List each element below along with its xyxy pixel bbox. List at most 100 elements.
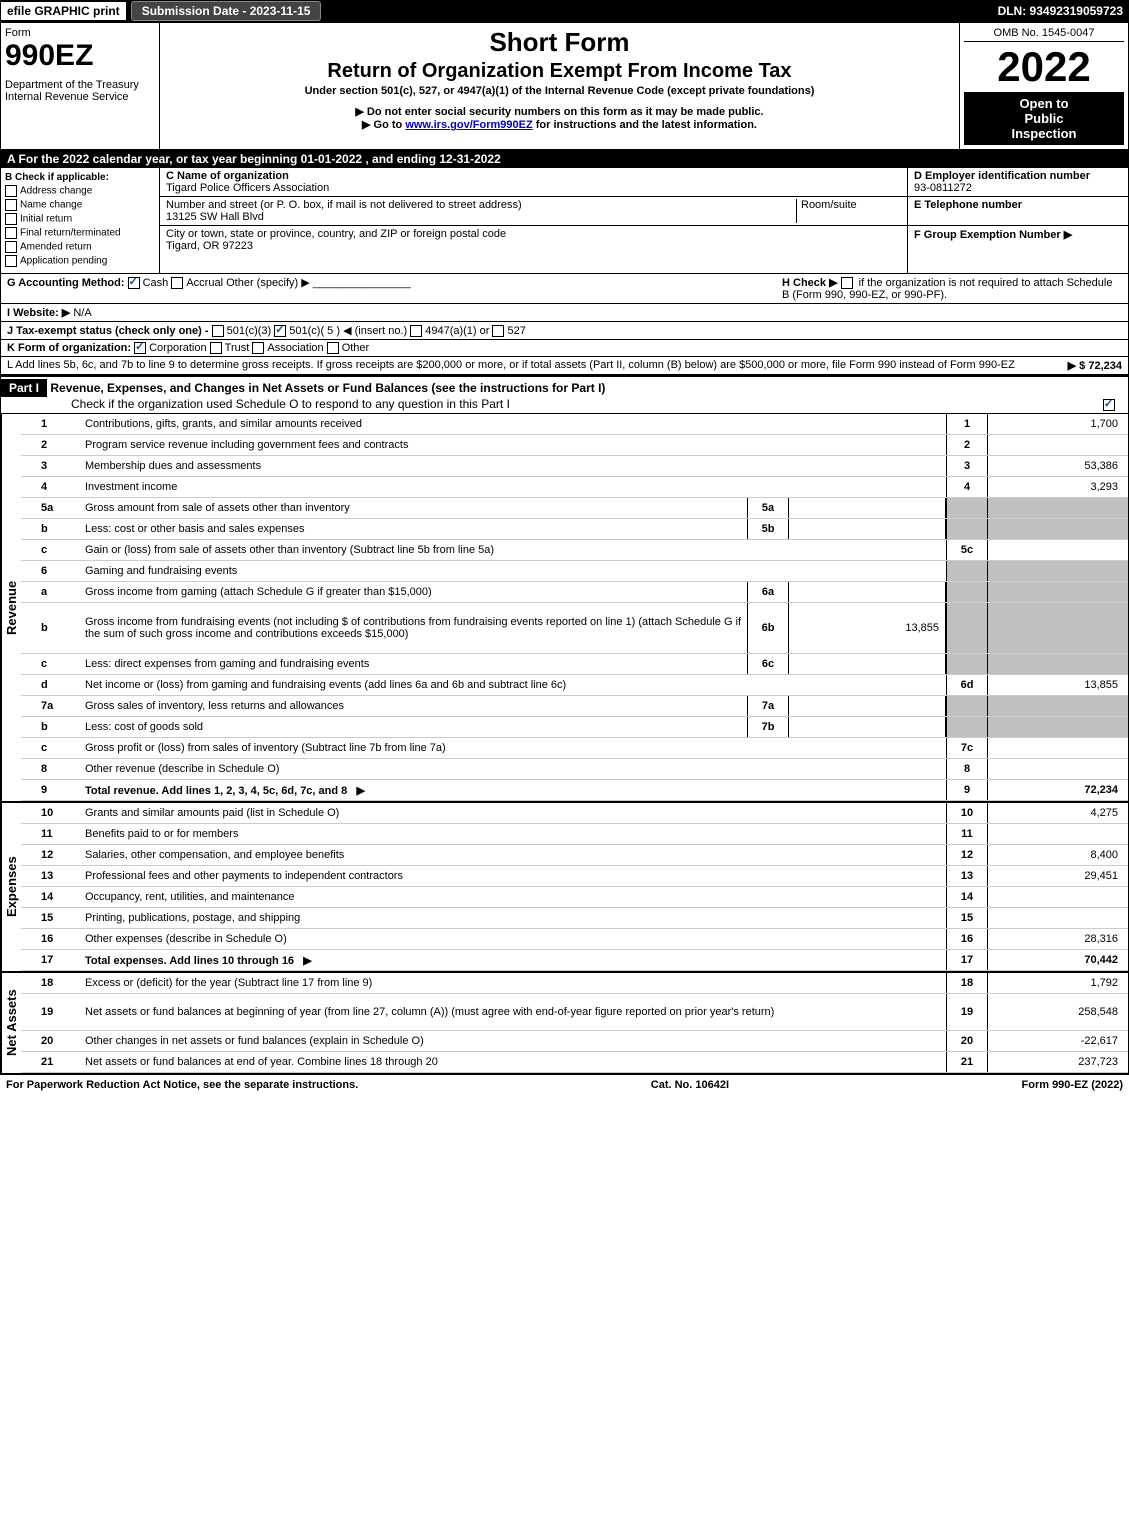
gross-receipts: ▶ $ 72,234 bbox=[1068, 359, 1122, 372]
expenses-section: Expenses 10Grants and similar amounts pa… bbox=[1, 803, 1128, 973]
cb-association[interactable] bbox=[252, 342, 264, 354]
cb-other-org[interactable] bbox=[327, 342, 339, 354]
irs-link[interactable]: www.irs.gov/Form990EZ bbox=[405, 119, 532, 131]
row-i: I Website: ▶ N/A bbox=[1, 304, 1128, 322]
ein-value: 93-0811272 bbox=[914, 182, 972, 194]
line-6c: cLess: direct expenses from gaming and f… bbox=[21, 654, 1128, 675]
net-assets-section: Net Assets 18Excess or (deficit) for the… bbox=[1, 973, 1128, 1074]
line-21: 21Net assets or fund balances at end of … bbox=[21, 1052, 1128, 1073]
line-11: 11Benefits paid to or for members11 bbox=[21, 824, 1128, 845]
line-14: 14Occupancy, rent, utilities, and mainte… bbox=[21, 887, 1128, 908]
box-d: D Employer identification number 93-0811… bbox=[907, 168, 1128, 273]
part-1-header: Part I Revenue, Expenses, and Changes in… bbox=[1, 375, 1128, 414]
cb-schedule-b[interactable] bbox=[841, 277, 853, 289]
cb-schedule-o[interactable] bbox=[1103, 399, 1115, 411]
row-l: L Add lines 5b, 6c, and 7b to line 9 to … bbox=[1, 357, 1128, 375]
street-address: 13125 SW Hall Blvd bbox=[166, 211, 264, 223]
line-5a: 5aGross amount from sale of assets other… bbox=[21, 498, 1128, 519]
box-b: B Check if applicable: Address change Na… bbox=[1, 168, 160, 273]
line-19: 19Net assets or fund balances at beginni… bbox=[21, 994, 1128, 1031]
footer-right: Form 990-EZ (2022) bbox=[1022, 1079, 1124, 1091]
submission-date-button[interactable]: Submission Date - 2023-11-15 bbox=[131, 1, 322, 21]
line-7a: 7aGross sales of inventory, less returns… bbox=[21, 696, 1128, 717]
header-left: Form 990EZ Department of the Treasury In… bbox=[1, 23, 160, 149]
inspection-badge: Open to Public Inspection bbox=[964, 92, 1124, 145]
line-6a: aGross income from gaming (attach Schedu… bbox=[21, 582, 1128, 603]
cb-initial-return[interactable]: Initial return bbox=[5, 213, 155, 225]
cb-name-change[interactable]: Name change bbox=[5, 199, 155, 211]
form-label: Form bbox=[5, 27, 155, 39]
ein-block: D Employer identification number 93-0811… bbox=[908, 168, 1128, 197]
tax-year: 2022 bbox=[964, 46, 1124, 88]
warning-link: ▶ Go to www.irs.gov/Form990EZ for instru… bbox=[164, 118, 955, 131]
cb-amended-return[interactable]: Amended return bbox=[5, 241, 155, 253]
cb-address-change[interactable]: Address change bbox=[5, 185, 155, 197]
line-7b: bLess: cost of goods sold7b bbox=[21, 717, 1128, 738]
line-3: 3Membership dues and assessments353,386 bbox=[21, 456, 1128, 477]
org-name-block: C Name of organization Tigard Police Off… bbox=[160, 168, 907, 197]
dln-label: DLN: 93492319059723 bbox=[998, 4, 1129, 18]
line-1: 1Contributions, gifts, grants, and simil… bbox=[21, 414, 1128, 435]
line-20: 20Other changes in net assets or fund ba… bbox=[21, 1031, 1128, 1052]
line-5b: bLess: cost or other basis and sales exp… bbox=[21, 519, 1128, 540]
title-short-form: Short Form bbox=[164, 27, 955, 58]
group-exemption: F Group Exemption Number ▶ bbox=[908, 226, 1128, 243]
city-block: City or town, state or province, country… bbox=[160, 226, 907, 254]
address-block: Number and street (or P. O. box, if mail… bbox=[160, 197, 907, 226]
cb-501c[interactable] bbox=[274, 325, 286, 337]
irs-label: Internal Revenue Service bbox=[5, 91, 155, 103]
page-footer: For Paperwork Reduction Act Notice, see … bbox=[0, 1075, 1129, 1095]
header-center: Short Form Return of Organization Exempt… bbox=[160, 23, 959, 149]
box-c: C Name of organization Tigard Police Off… bbox=[160, 168, 907, 273]
revenue-label: Revenue bbox=[1, 414, 21, 801]
line-6: 6Gaming and fundraising events bbox=[21, 561, 1128, 582]
dept-label: Department of the Treasury bbox=[5, 79, 155, 91]
form-990ez: Form 990EZ Department of the Treasury In… bbox=[0, 22, 1129, 1075]
room-suite: Room/suite bbox=[796, 199, 901, 223]
top-bar: efile GRAPHIC print Submission Date - 20… bbox=[0, 0, 1129, 22]
net-assets-label: Net Assets bbox=[1, 973, 21, 1073]
cb-application-pending[interactable]: Application pending bbox=[5, 255, 155, 267]
row-j: J Tax-exempt status (check only one) - 5… bbox=[1, 322, 1128, 340]
header-right: OMB No. 1545-0047 2022 Open to Public In… bbox=[959, 23, 1128, 149]
website-value: N/A bbox=[73, 307, 91, 319]
cb-final-return[interactable]: Final return/terminated bbox=[5, 227, 155, 239]
line-6b: bGross income from fundraising events (n… bbox=[21, 603, 1128, 654]
line-2: 2Program service revenue including gover… bbox=[21, 435, 1128, 456]
city-state-zip: Tigard, OR 97223 bbox=[166, 240, 253, 252]
line-15: 15Printing, publications, postage, and s… bbox=[21, 908, 1128, 929]
cb-527[interactable] bbox=[492, 325, 504, 337]
line-10: 10Grants and similar amounts paid (list … bbox=[21, 803, 1128, 824]
row-g-h: G Accounting Method: Cash Accrual Other … bbox=[1, 274, 1128, 304]
line-12: 12Salaries, other compensation, and empl… bbox=[21, 845, 1128, 866]
line-18: 18Excess or (deficit) for the year (Subt… bbox=[21, 973, 1128, 994]
cb-accrual[interactable] bbox=[171, 277, 183, 289]
title-return: Return of Organization Exempt From Incom… bbox=[164, 60, 955, 83]
cb-501c3[interactable] bbox=[212, 325, 224, 337]
footer-center: Cat. No. 10642I bbox=[651, 1079, 729, 1091]
cb-corporation[interactable] bbox=[134, 342, 146, 354]
line-13: 13Professional fees and other payments t… bbox=[21, 866, 1128, 887]
section-a: A For the 2022 calendar year, or tax yea… bbox=[1, 150, 1128, 168]
line-6d: dNet income or (loss) from gaming and fu… bbox=[21, 675, 1128, 696]
line-8: 8Other revenue (describe in Schedule O)8 bbox=[21, 759, 1128, 780]
identity-row: B Check if applicable: Address change Na… bbox=[1, 168, 1128, 274]
cb-cash[interactable] bbox=[128, 277, 140, 289]
org-name: Tigard Police Officers Association bbox=[166, 182, 329, 194]
form-header: Form 990EZ Department of the Treasury In… bbox=[1, 23, 1128, 150]
line-5c: cGain or (loss) from sale of assets othe… bbox=[21, 540, 1128, 561]
cb-trust[interactable] bbox=[210, 342, 222, 354]
line-7c: cGross profit or (loss) from sales of in… bbox=[21, 738, 1128, 759]
line-4: 4Investment income43,293 bbox=[21, 477, 1128, 498]
cb-4947[interactable] bbox=[410, 325, 422, 337]
line-9: 9Total revenue. Add lines 1, 2, 3, 4, 5c… bbox=[21, 780, 1128, 801]
revenue-section: Revenue 1Contributions, gifts, grants, a… bbox=[1, 414, 1128, 803]
footer-left: For Paperwork Reduction Act Notice, see … bbox=[6, 1079, 358, 1091]
omb-number: OMB No. 1545-0047 bbox=[964, 27, 1124, 42]
efile-label[interactable]: efile GRAPHIC print bbox=[0, 1, 127, 21]
subtitle: Under section 501(c), 527, or 4947(a)(1)… bbox=[164, 85, 955, 97]
line-17: 17Total expenses. Add lines 10 through 1… bbox=[21, 950, 1128, 971]
expenses-label: Expenses bbox=[1, 803, 21, 971]
row-k: K Form of organization: Corporation Trus… bbox=[1, 340, 1128, 357]
warning-ssn: ▶ Do not enter social security numbers o… bbox=[164, 105, 955, 118]
